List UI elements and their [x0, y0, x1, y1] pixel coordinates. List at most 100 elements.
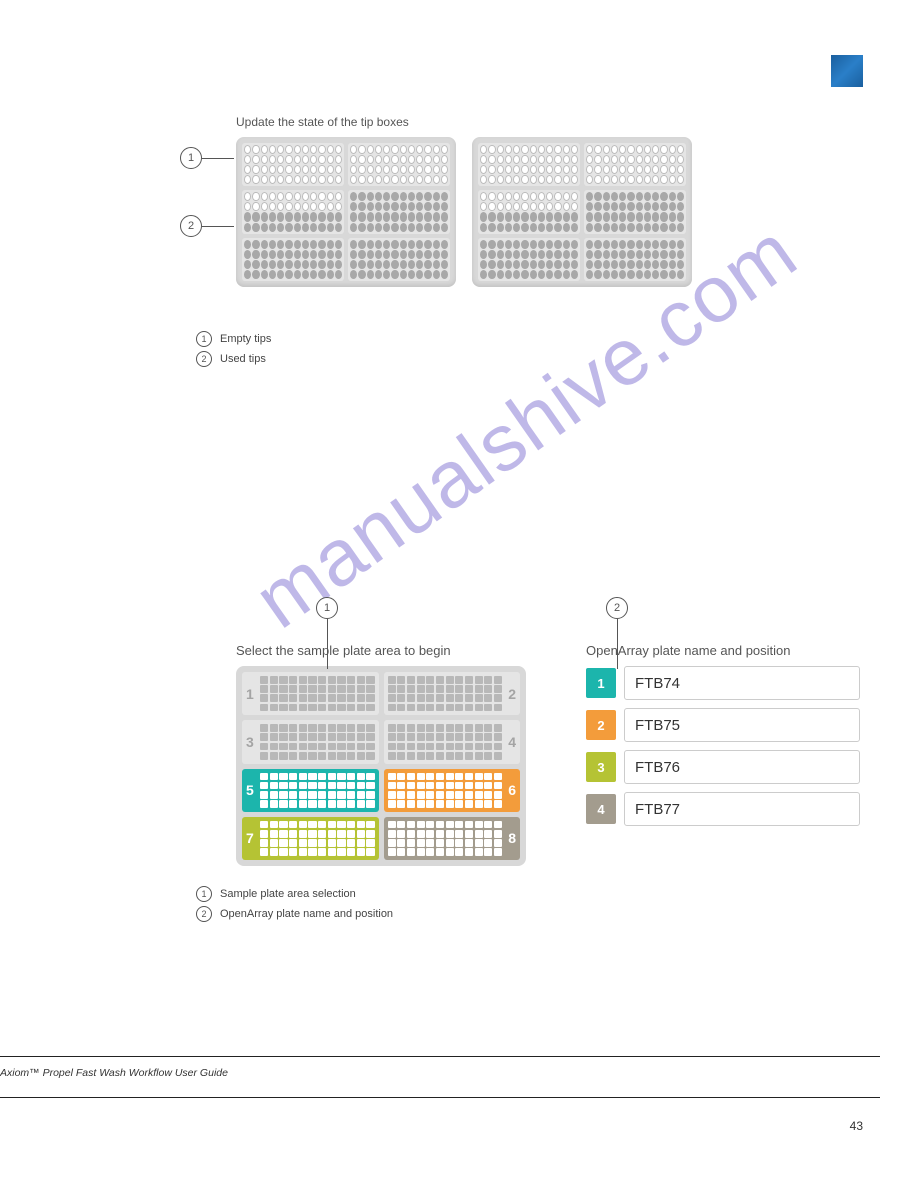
plate-cell-5[interactable]: 5: [242, 769, 379, 812]
plate-cell-7[interactable]: 7: [242, 817, 379, 860]
well: [308, 685, 316, 693]
well: [475, 773, 483, 781]
tip-dot: [358, 165, 365, 174]
page-content: Update the state of the tip boxes 1 2 1 …: [180, 115, 860, 926]
well: [426, 830, 434, 838]
tip-dot: [554, 175, 561, 184]
tip-dot: [277, 202, 284, 211]
well: [417, 821, 425, 829]
plate-cell-8[interactable]: 8: [384, 817, 521, 860]
tip-dot: [310, 145, 317, 154]
tip-dot: [318, 202, 325, 211]
tip-dot: [594, 165, 601, 174]
well: [357, 782, 365, 790]
well: [484, 685, 492, 693]
tip-cell[interactable]: [478, 143, 580, 186]
well: [260, 830, 268, 838]
well: [328, 704, 336, 712]
tip-cell[interactable]: [584, 238, 686, 281]
tip-dot: [285, 270, 292, 279]
openarray-name-input[interactable]: FTB75: [624, 708, 860, 742]
tip-cell[interactable]: [242, 190, 344, 233]
well: [337, 791, 345, 799]
plate-cell-3[interactable]: 3: [242, 720, 379, 763]
tip-dot: [644, 165, 651, 174]
tip-dot: [244, 240, 251, 249]
openarray-name-input[interactable]: FTB76: [624, 750, 860, 784]
tip-dot: [513, 223, 520, 232]
tip-dot: [433, 212, 440, 221]
tip-dot: [488, 145, 495, 154]
tip-cell[interactable]: [584, 143, 686, 186]
callout-line: [617, 619, 618, 669]
well: [446, 676, 454, 684]
well: [407, 848, 415, 856]
tip-dot: [521, 202, 528, 211]
plate-cell-2[interactable]: 2: [384, 672, 521, 715]
tip-dot: [586, 192, 593, 201]
tip-dot: [530, 165, 537, 174]
openarray-name-input[interactable]: FTB74: [624, 666, 860, 700]
well: [308, 752, 316, 760]
tip-dot: [285, 223, 292, 232]
openarray-name-input[interactable]: FTB77: [624, 792, 860, 826]
well: [366, 694, 374, 702]
tip-dot: [318, 270, 325, 279]
well: [465, 704, 473, 712]
well: [318, 821, 326, 829]
tip-dot: [611, 223, 618, 232]
tip-dot: [554, 202, 561, 211]
well: [426, 704, 434, 712]
tip-dot: [350, 192, 357, 201]
tip-dot: [400, 202, 407, 211]
tip-dot: [554, 145, 561, 154]
tip-dot: [350, 270, 357, 279]
tip-dot: [416, 145, 423, 154]
well: [279, 800, 287, 808]
tip-dot: [277, 155, 284, 164]
tip-dot: [294, 175, 301, 184]
well: [318, 676, 326, 684]
tip-dot: [521, 175, 528, 184]
well: [328, 821, 336, 829]
tip-dot: [383, 202, 390, 211]
plate-grid[interactable]: 12345678: [236, 666, 526, 866]
tip-cell[interactable]: [478, 238, 580, 281]
tip-cell[interactable]: [348, 190, 450, 233]
tip-dot: [497, 260, 504, 269]
tip-dot: [327, 175, 334, 184]
tip-dot: [367, 155, 374, 164]
well: [446, 782, 454, 790]
tip-dot: [441, 223, 448, 232]
tip-box[interactable]: [236, 137, 456, 287]
tip-dot: [310, 223, 317, 232]
openarray-panel: OpenArray plate name and position 1FTB74…: [586, 643, 860, 866]
tip-cell[interactable]: [348, 143, 450, 186]
well: [388, 839, 396, 847]
well: [347, 830, 355, 838]
tip-dot: [571, 155, 578, 164]
well: [475, 704, 483, 712]
well: [366, 830, 374, 838]
openarray-rows: 1FTB742FTB753FTB764FTB77: [586, 666, 860, 826]
tip-dot: [294, 165, 301, 174]
plate-cell-4[interactable]: 4: [384, 720, 521, 763]
tip-box[interactable]: [472, 137, 692, 287]
well: [475, 848, 483, 856]
tip-dot: [424, 192, 431, 201]
plate-cell-1[interactable]: 1: [242, 672, 379, 715]
tip-cell[interactable]: [584, 190, 686, 233]
well: [475, 782, 483, 790]
tip-dot: [627, 212, 634, 221]
tip-dot: [563, 270, 570, 279]
tip-cell[interactable]: [242, 238, 344, 281]
plate-cell-6[interactable]: 6: [384, 769, 521, 812]
well: [388, 743, 396, 751]
tip-dot: [669, 212, 676, 221]
tip-dot: [594, 223, 601, 232]
callout-1: 1: [316, 597, 338, 619]
tip-cell[interactable]: [242, 143, 344, 186]
tip-cell[interactable]: [348, 238, 450, 281]
tip-cell[interactable]: [478, 190, 580, 233]
tip-dot: [252, 192, 259, 201]
